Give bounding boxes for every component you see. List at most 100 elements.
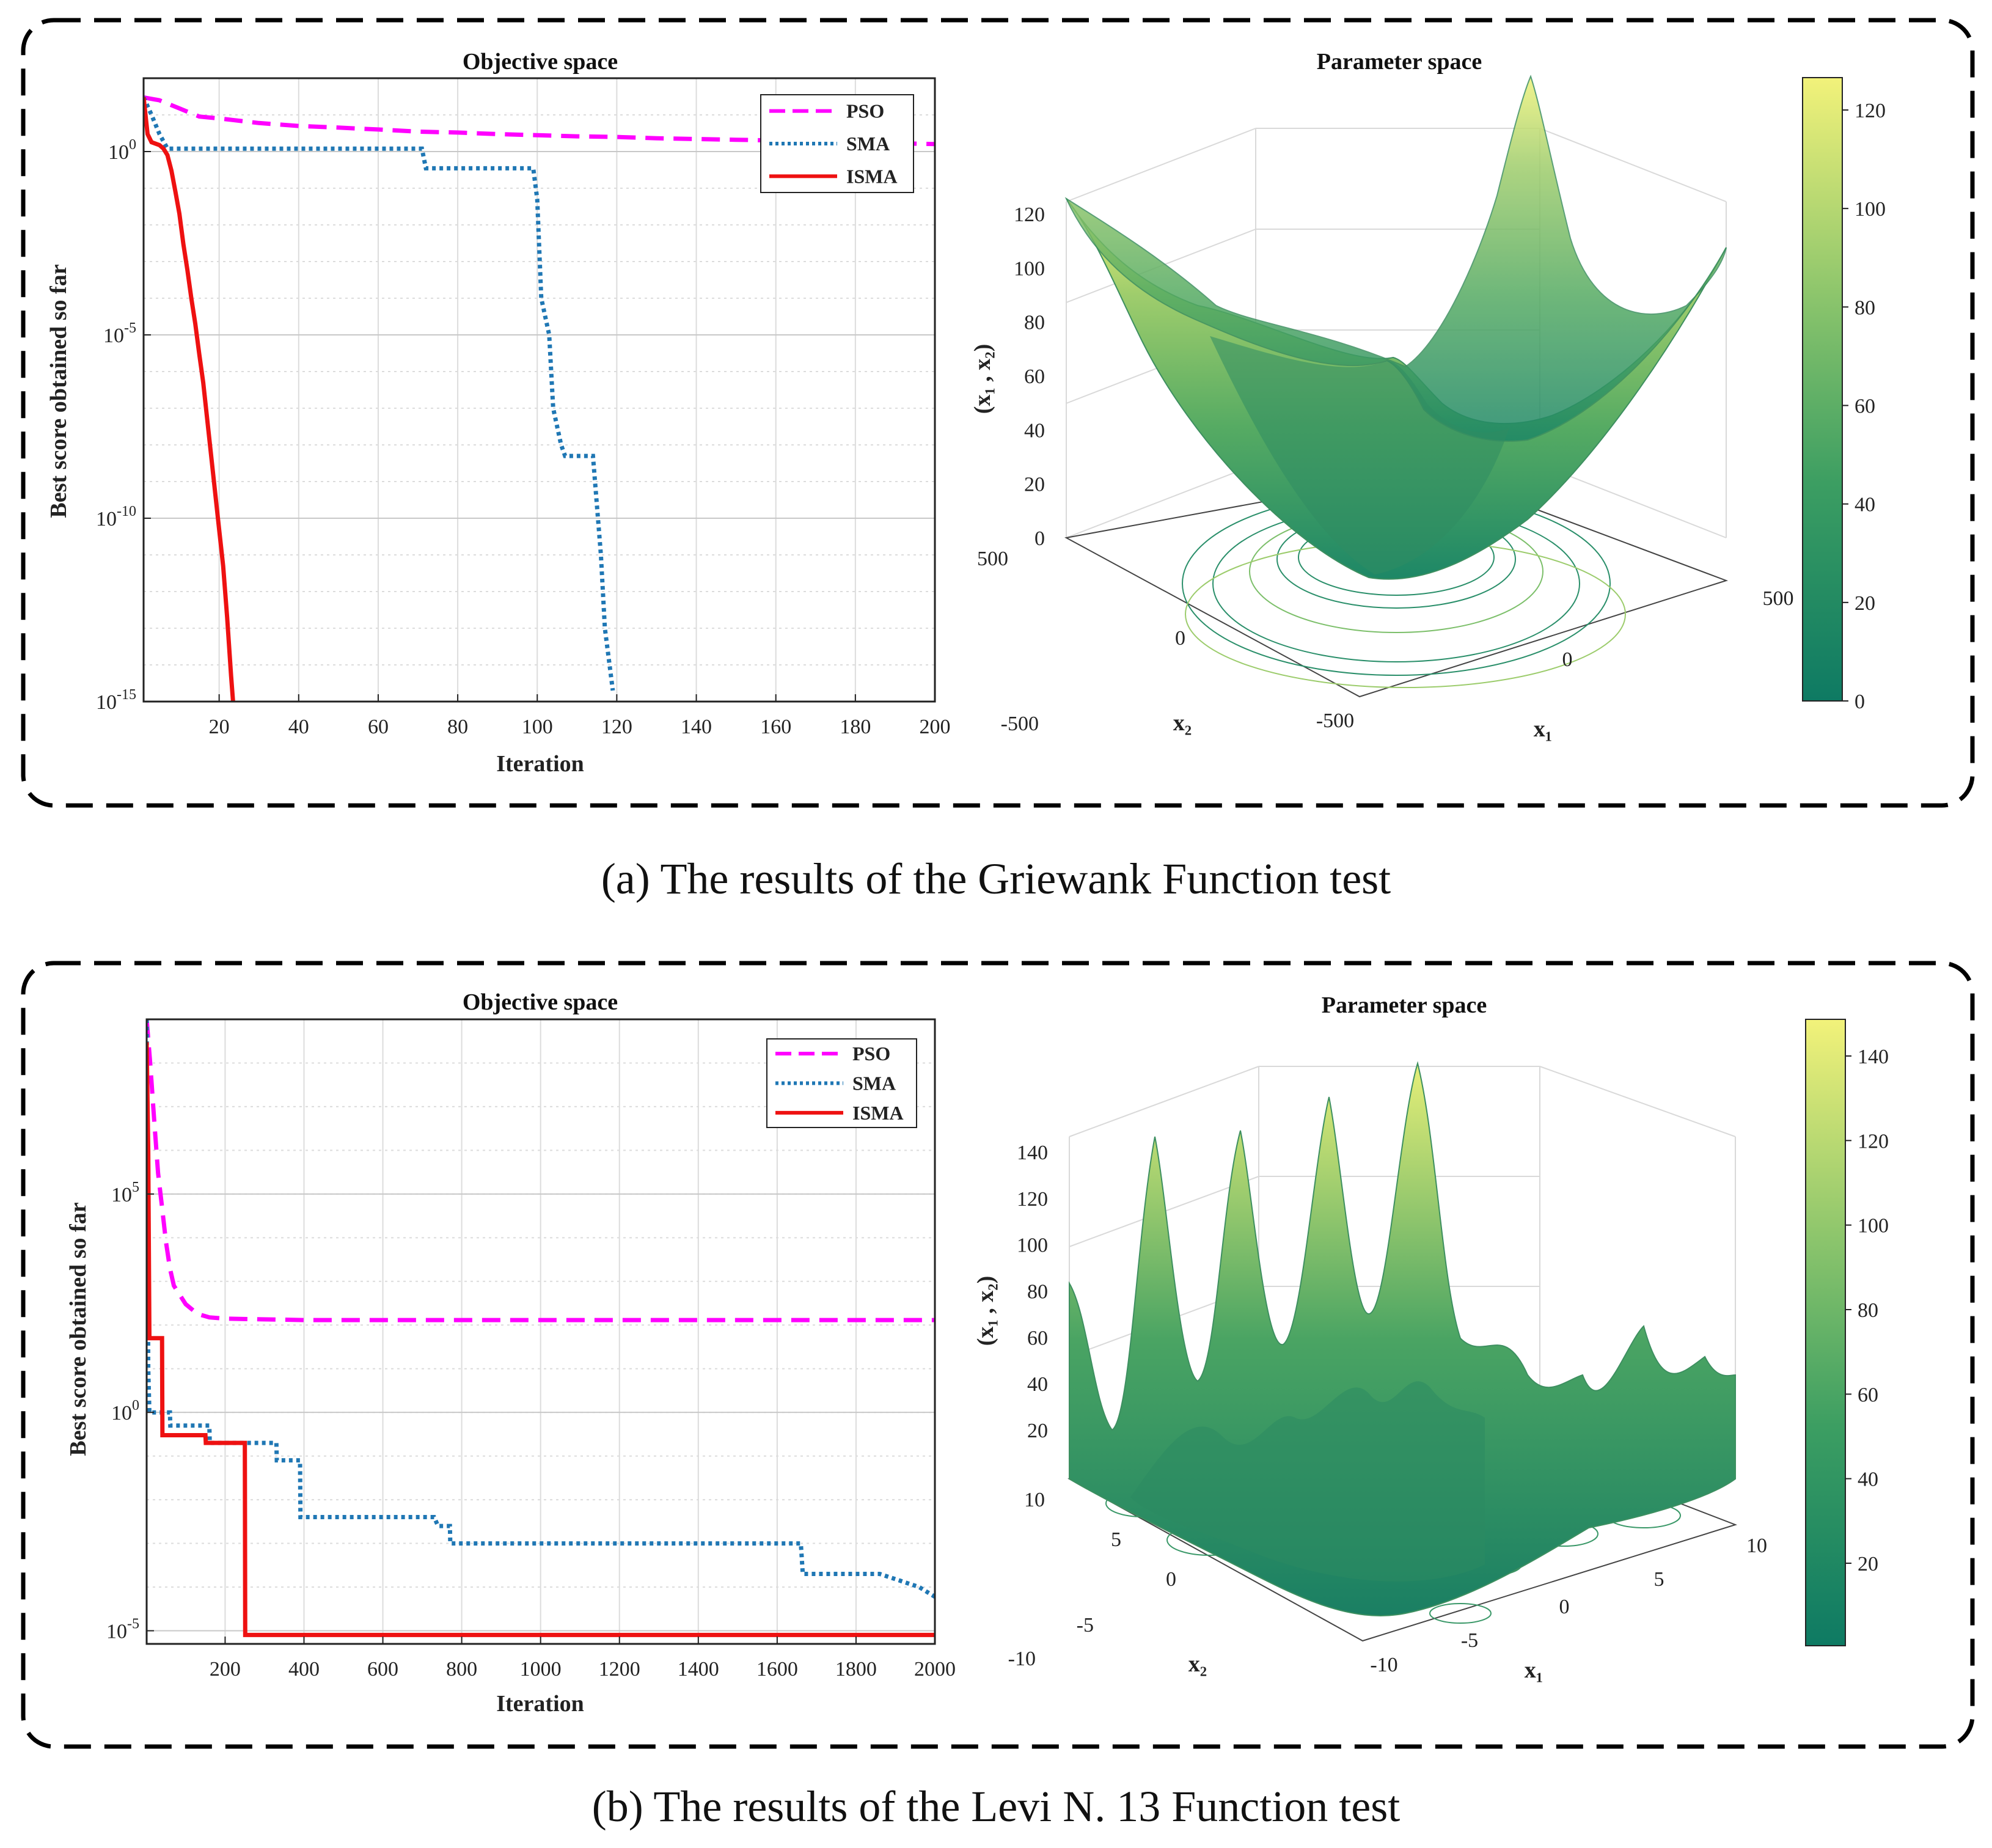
surface-shadow-b [1130,1381,1485,1582]
x-ticks-a: 20 40 60 80 100 120 140 160 180 200 [209,694,951,738]
x-tick-label: 600 [367,1658,398,1681]
x-tick-label: 100 [522,716,553,738]
z-tick-label: 60 [1024,365,1045,388]
z-tick-label: 100 [1014,257,1045,280]
series-line-isma [144,97,235,702]
y-tick-label: 10-5 [106,1616,139,1643]
x-tick-label: 1600 [756,1658,798,1681]
series-line-isma [147,1042,935,1637]
x1-ticks-b: -10 -5 0 5 10 [1370,1535,1767,1676]
legend-a: PSO SMA ISMA [760,94,914,193]
x2-tick-label: 0 [1175,627,1185,650]
series-group-b [147,1019,935,1637]
colorbar-tick-label: 140 [1858,1046,1889,1068]
x2-axis-label-a: x₂ [1173,710,1192,736]
colorbar-tick-label: 60 [1858,1384,1878,1406]
series-line-pso [147,1019,935,1322]
x-tick-label: 1200 [599,1658,640,1681]
z-tick-label: 100 [1017,1234,1048,1257]
x2-ticks-a: -500 0 500 [977,548,1185,735]
colorbar-ticks-a: 0 20 40 60 80 100 120 [1842,100,1886,713]
x2-tick-label: -10 [1008,1648,1036,1670]
z-tick-label: 0 [1034,527,1045,550]
x-axis-label-b: Iteration [496,1691,584,1717]
x1-tick-label: -5 [1461,1629,1478,1652]
y-tick-label: 100 [108,137,136,164]
x2-axis-label-b: x₂ [1188,1651,1207,1677]
x-tick-label: 40 [288,716,309,738]
colorbar-b [1805,1019,1846,1646]
z-axis-label-b: (x₁ , x₂) [973,1276,998,1346]
y-axis-label-a: Best score obtained so far [46,264,71,518]
colorbar-tick-label: 40 [1858,1469,1878,1491]
z-ticks-b: 20 40 60 80 100 120 140 [1017,1142,1048,1442]
x-tick-label: 1000 [520,1658,562,1681]
objective-title-a: Objective space [463,49,618,75]
surface-shadow-a [1210,336,1509,574]
x1-axis-label-a: x₁ [1534,716,1552,742]
y-axis-label-b: Best score obtained so far [65,1202,91,1456]
panel-b: Objective space 200 400 600 800 1000 1200 1400… [21,961,1975,1831]
z-tick-label: 40 [1027,1373,1048,1396]
caption-b: (b) The results of the Levi N. 13 Functi… [592,1782,1400,1831]
z-tick-label: 20 [1027,1420,1048,1442]
z-tick-label: 120 [1014,204,1045,226]
caption-a: (a) The results of the Griewank Function… [601,854,1391,903]
legend-b: PSO SMA ISMA [766,1038,917,1128]
series-line-sma [147,1019,935,1599]
colorbar-tick-label: 120 [1858,1130,1889,1153]
x-tick-label: 1800 [835,1658,877,1681]
colorbar-a [1802,77,1843,702]
x-tick-label: 200 [920,716,951,738]
x-ticks-b: 200 400 600 800 1000 1200 1400 1600 1800 2000 [210,1637,956,1681]
x2-tick-label: -500 [1001,713,1039,735]
objective-plot-a: Objective space 20 40 60 80 100 120 140 160 180 2… [46,49,951,777]
x1-ticks-a: -500 0 500 [1316,587,1794,732]
panel-a: Objective space 20 40 60 80 100 120 140 160 180 2… [21,18,1975,903]
parameter-title-b: Parameter space [1322,992,1487,1018]
z-tick-label: 80 [1027,1281,1048,1304]
colorbar-tick-label: 40 [1855,494,1875,516]
x-tick-label: 1400 [678,1658,719,1681]
z-tick-label: 140 [1017,1142,1048,1164]
x-axis-label-a: Iteration [496,751,584,777]
y-tick-label: 100 [111,1398,139,1425]
x1-tick-label: 0 [1562,648,1573,671]
z-tick-label: 60 [1027,1327,1048,1349]
x-tick-label: 80 [447,716,468,738]
z-tick-label: 120 [1017,1188,1048,1211]
x1-tick-label: 5 [1654,1568,1664,1591]
x1-tick-label: -10 [1370,1654,1397,1676]
legend-label-pso: PSO [846,100,884,122]
x2-tick-label: 5 [1111,1528,1121,1551]
x1-tick-label: -500 [1316,710,1354,732]
x2-tick-label: 0 [1166,1568,1176,1591]
z-ticks-a: 0 20 40 60 80 100 120 [1014,204,1045,550]
z-tick-label: 80 [1024,312,1045,334]
z-axis-label-a: (x₁ , x₂) [970,344,995,414]
objective-title-b: Objective space [463,989,618,1015]
colorbar-tick-label: 100 [1855,198,1886,221]
colorbar-ticks-b: 20 40 60 80 100 120 140 [1845,1046,1889,1575]
x-tick-label: 140 [681,716,712,738]
colorbar-tick-label: 20 [1858,1553,1878,1575]
legend-label-isma: ISMA [846,165,898,187]
x-tick-label: 2000 [914,1658,956,1681]
legend-label-sma: SMA [852,1072,896,1094]
x2-tick-label: 10 [1024,1489,1045,1511]
legend-label-pso: PSO [852,1043,890,1065]
objective-plot-b: Objective space 200 400 600 800 1000 1200 1400… [65,989,956,1717]
y-tick-label: 10-10 [96,504,136,530]
y-tick-label: 10-15 [96,687,136,714]
x2-tick-label: 500 [977,548,1008,570]
y-tick-label: 105 [111,1179,139,1206]
colorbar-tick-label: 120 [1855,100,1886,122]
colorbar-tick-label: 100 [1858,1215,1889,1238]
surface-back-a [1064,75,1727,442]
panel-a-frame [21,18,1975,808]
parameter-title-a: Parameter space [1317,49,1482,75]
legend-label-sma: SMA [846,133,890,155]
x-tick-label: 160 [760,716,791,738]
colorbar-tick-label: 80 [1858,1299,1878,1322]
